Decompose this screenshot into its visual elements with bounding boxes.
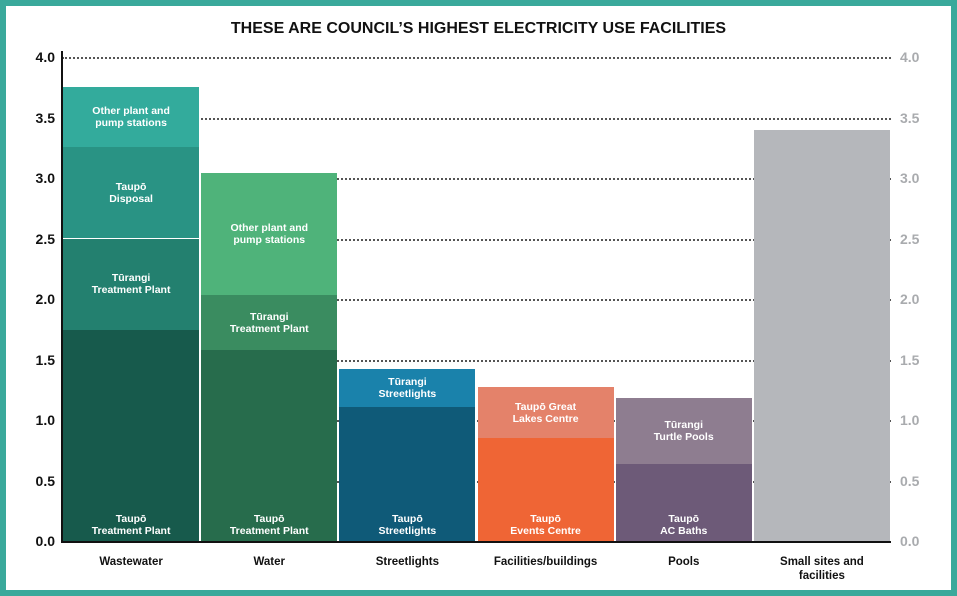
y2-tick-label: 4.0 <box>900 49 920 65</box>
bar-segment <box>615 463 752 541</box>
y-tick-label: 2.5 <box>35 230 55 247</box>
grid-line <box>62 57 891 59</box>
y2-tick-label: 1.0 <box>900 412 920 428</box>
segment-label: Taupō Great Lakes Centre <box>512 400 579 425</box>
grid-line <box>62 480 891 483</box>
y-tick-label: 1.0 <box>35 412 55 428</box>
y2-tick-label: 0.0 <box>900 533 920 549</box>
x-tick-label: Streetlights <box>375 556 440 568</box>
y2-tick-label: 3.5 <box>900 109 920 126</box>
bar-segment <box>63 146 200 239</box>
grid-line <box>62 299 891 301</box>
segment-label: Tūrangi Treatment Plant <box>91 272 171 297</box>
x-tick-label: Facilities/buildings <box>493 556 598 568</box>
y2-tick-label: 3.0 <box>900 170 920 186</box>
grid-line <box>62 359 891 362</box>
chart-title: THESE ARE COUNCIL’S HIGHEST ELECTRICITY … <box>230 20 727 37</box>
segment-label: Taupō Disposal <box>109 180 153 205</box>
y-tick-label: 4.0 <box>35 49 55 65</box>
y-tick-label: 1.5 <box>35 351 55 368</box>
y2-tick-label: 2.5 <box>900 230 920 247</box>
y-tick-label: 2.0 <box>35 291 55 307</box>
bar-segment <box>63 238 200 331</box>
bar-segment <box>477 387 614 439</box>
x-tick-label: Water <box>253 556 285 568</box>
bar-segment <box>339 369 476 407</box>
bar-segment <box>477 438 614 541</box>
segment-label: Tūrangi Streetlights <box>378 375 437 400</box>
x-axis <box>61 541 891 543</box>
x-tick-label: Wastewater <box>99 556 163 568</box>
grid-line <box>62 178 891 180</box>
grid-line <box>62 420 891 422</box>
bar-segment <box>753 129 890 541</box>
segment-label: Taupō Events Centre <box>510 513 581 537</box>
y2-tick-label: 0.5 <box>900 472 920 489</box>
segment-label: Taupō Treatment Plant <box>229 513 309 537</box>
y2-tick-label: 2.0 <box>900 291 920 307</box>
y-tick-label: 0.0 <box>35 533 55 549</box>
segment-label: Taupō AC Baths <box>660 513 708 537</box>
y2-tick-label: 1.5 <box>900 351 920 368</box>
segment-label: Tūrangi Turtle Pools <box>653 418 714 443</box>
segment-label: Tūrangi Treatment Plant <box>229 310 309 335</box>
bar-segment <box>63 330 200 541</box>
segment-label: Taupō Treatment Plant <box>91 513 171 537</box>
grid-line <box>62 238 891 241</box>
bar-segment <box>339 406 476 541</box>
x-tick-label: Small sites and facilities <box>780 556 864 582</box>
segment-label: Other plant and pump stations <box>92 104 170 129</box>
y-tick-label: 0.5 <box>35 472 55 489</box>
y-axis <box>61 51 63 542</box>
segment-label: Taupō Streetlights <box>378 513 437 537</box>
y-tick-label: 3.5 <box>35 109 55 126</box>
bar-segment <box>615 398 752 464</box>
grid-line <box>62 117 891 120</box>
bar-segment <box>201 295 338 350</box>
bar-segment <box>63 87 200 147</box>
segment-label: Other plant and pump stations <box>230 222 309 247</box>
y-tick-label: 3.0 <box>35 170 55 186</box>
bar-segment <box>201 173 338 296</box>
bar-segment <box>201 349 338 541</box>
x-tick-label: Pools <box>668 556 700 568</box>
